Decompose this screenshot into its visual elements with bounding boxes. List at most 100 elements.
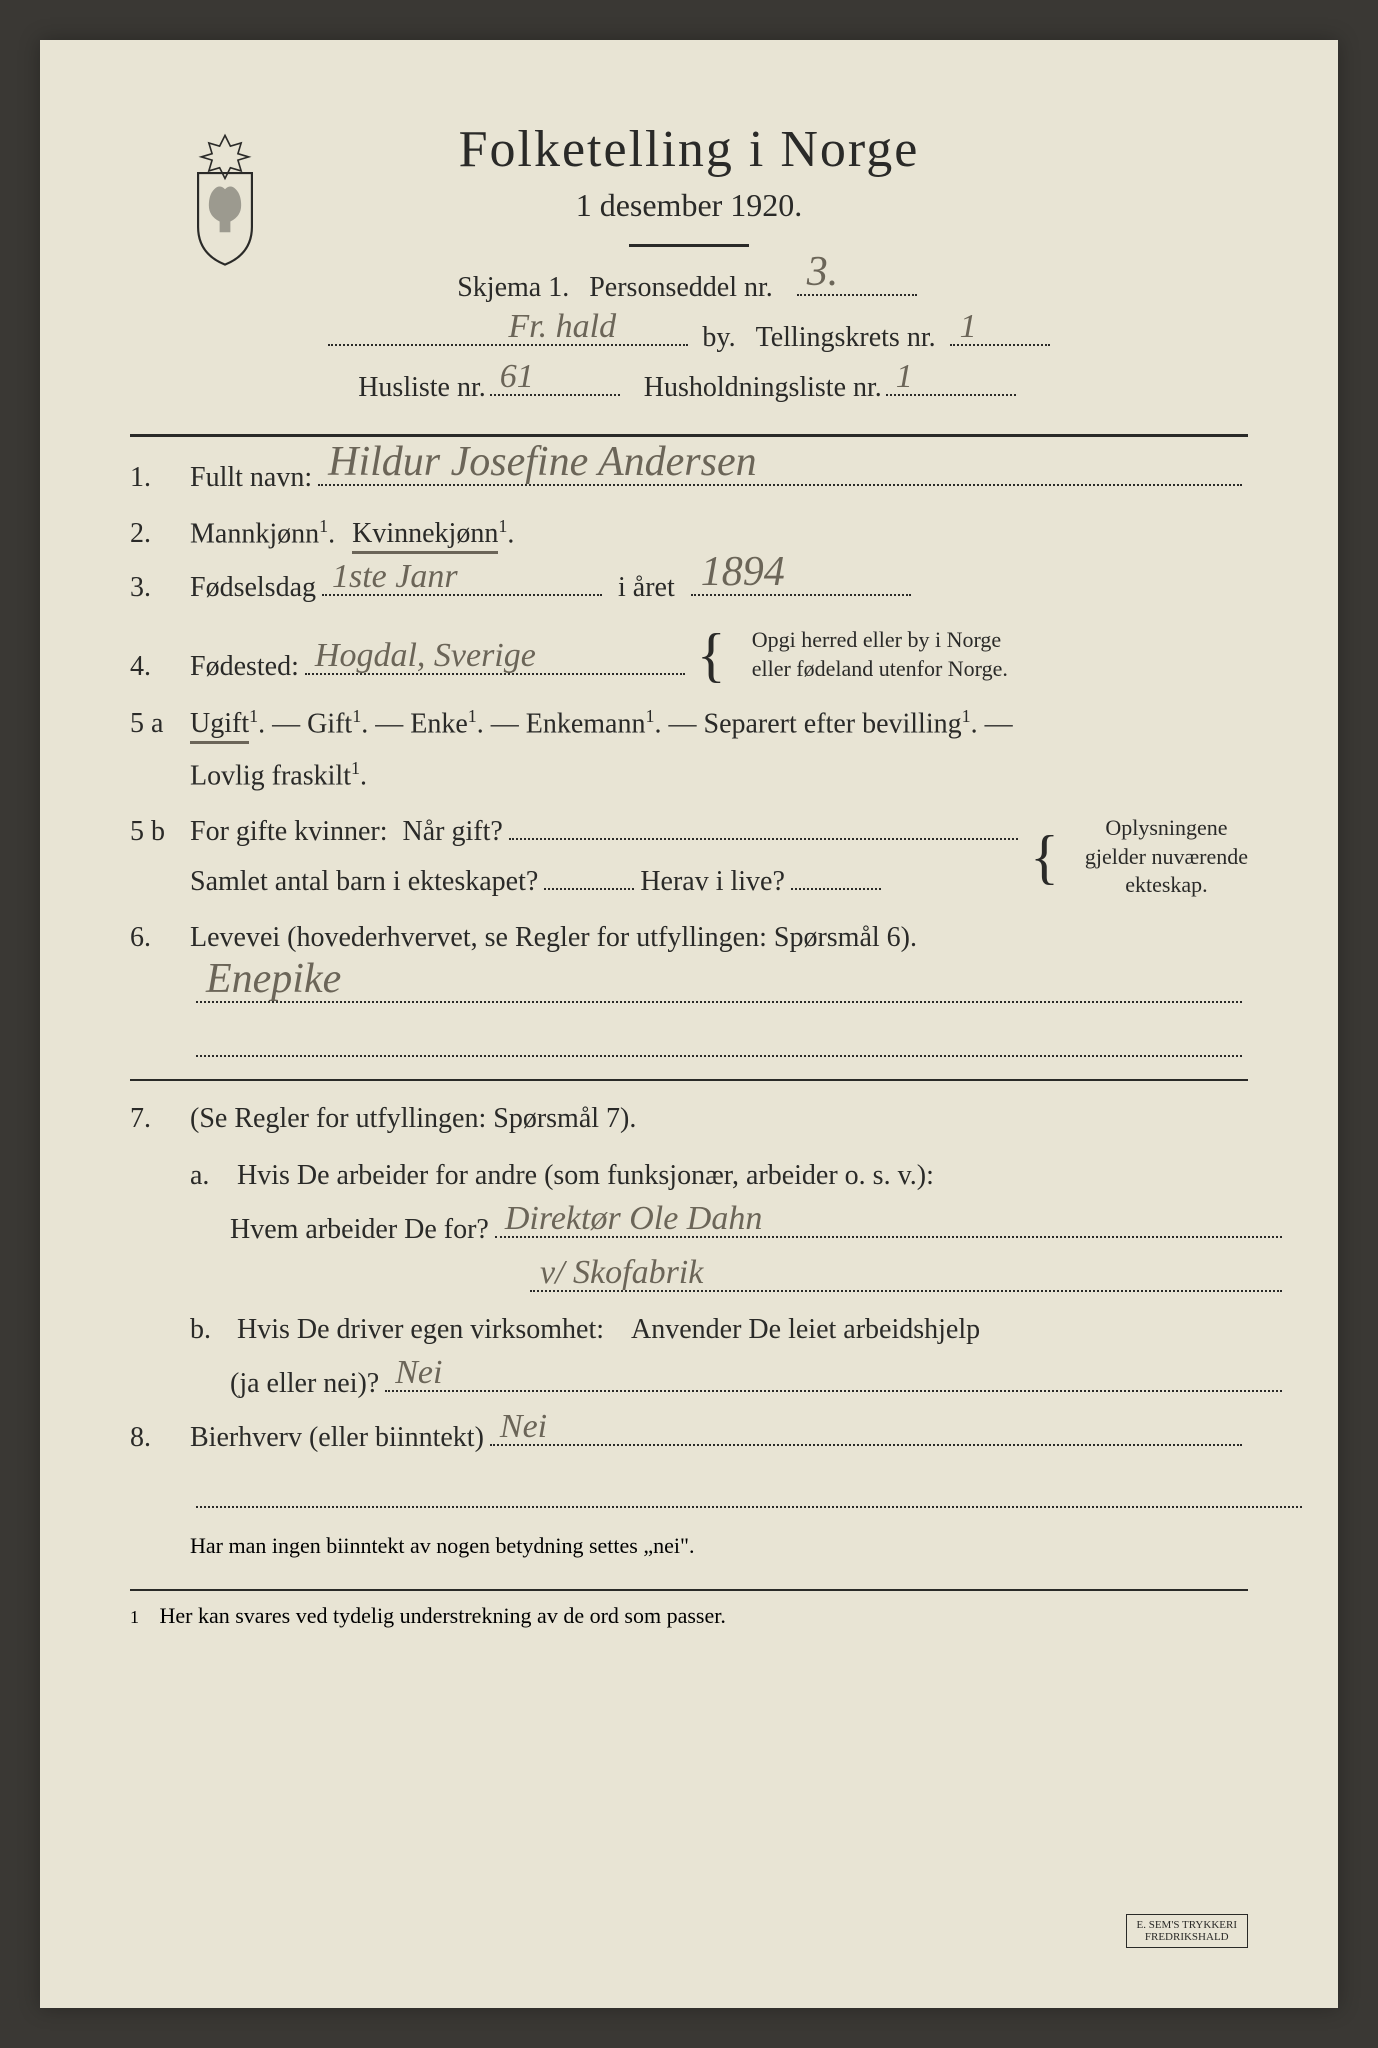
q7b-line1: Hvis De driver egen virksomhet: (237, 1314, 604, 1345)
q5b-label2: Når gift? (403, 816, 503, 848)
q5a-num: 5 a (130, 708, 190, 740)
footnote-num: 1 (130, 1607, 139, 1627)
q8-value: Nei (500, 1408, 547, 1446)
q3-day-field: 1ste Janr (322, 572, 602, 596)
q5b-note3: ekteskap. (1125, 872, 1207, 897)
q2-kvinne: Kvinnekjønn (352, 518, 498, 554)
personseddel-label: Personseddel nr. (589, 272, 773, 304)
q5b-label4: Herav i live? (640, 866, 785, 898)
by-label: by. (702, 322, 735, 354)
q7a-value1: Direktør Ole Dahn (505, 1200, 762, 1238)
personseddel-field: 3. (797, 294, 917, 296)
q7b-field: Nei (385, 1368, 1282, 1392)
by-value: Fr. hald (508, 308, 616, 346)
q6-num: 6. (130, 922, 190, 954)
tellingskrets-label: Tellingskrets nr. (756, 322, 936, 354)
q7a-letter: a. (190, 1160, 230, 1192)
q4-value: Hogdal, Sverige (315, 637, 536, 675)
stamp-line1: E. SEM'S TRYKKERI (1137, 1919, 1238, 1931)
q3-num: 3. (130, 572, 190, 604)
stamp-line2: FREDRIKSHALD (1145, 1931, 1229, 1943)
q2-mann: Mannkjønn (190, 518, 319, 549)
q5b-num: 5 b (130, 816, 190, 848)
by-line: Fr. hald by. Tellingskrets nr. 1 (130, 322, 1248, 354)
q5b-label1: For gifte kvinner: (190, 816, 388, 848)
q4-field: Hogdal, Sverige (305, 651, 685, 675)
q8-field-2 (196, 1484, 1302, 1508)
skjema-label: Skjema 1. (457, 272, 569, 304)
q3-day-value: 1ste Janr (332, 558, 458, 596)
q7b-letter: b. (190, 1314, 230, 1346)
question-8: 8. Bierhverv (eller biinntekt) Nei (130, 1422, 1248, 1454)
skjema-line: Skjema 1. Personseddel nr. 3. (130, 272, 1248, 304)
q1-num: 1. (130, 462, 190, 494)
q1-field: Hildur Josefine Andersen (318, 462, 1242, 486)
q6-value: Enepike (206, 955, 341, 1003)
form-title: Folketelling i Norge (130, 120, 1248, 179)
q8-field: Nei (490, 1422, 1242, 1446)
personseddel-value: 3. (807, 248, 839, 296)
tellingskrets-field: 1 (950, 344, 1050, 346)
header-divider (130, 434, 1248, 437)
husliste-value: 61 (500, 358, 534, 396)
husholdning-field: 1 (886, 394, 1016, 396)
q5b-barn-field (544, 866, 634, 890)
q5a-ugift: Ugift (190, 708, 249, 744)
husholdning-label: Husholdningsliste nr. (644, 372, 882, 404)
q6-label: Levevei (hovederhvervet, se Regler for u… (190, 922, 917, 953)
q2-num: 2. (130, 518, 190, 550)
husliste-line: Husliste nr. 61 Husholdningsliste nr. 1 (130, 372, 1248, 404)
q5b-note1: Oplysningene (1105, 815, 1227, 840)
q1-value: Hildur Josefine Andersen (328, 438, 757, 486)
q7a-field2: v/ Skofabrik (530, 1268, 1282, 1292)
q5a-gift: Gift (307, 708, 352, 739)
printer-stamp: E. SEM'S TRYKKERI FREDRIKSHALD (1126, 1914, 1249, 1948)
q7a-line1: Hvis De arbeider for andre (som funksjon… (237, 1160, 934, 1191)
q8-field-2-row (190, 1484, 1308, 1508)
q6-field: Enepike (196, 979, 1242, 1003)
q5b-live-field (791, 866, 881, 890)
q3-year-label: i året (618, 572, 675, 604)
q4-note-brace: { Opgi herred eller by i Norge eller fød… (691, 626, 1008, 683)
q5a-separert: Separert efter bevilling (704, 708, 962, 739)
q4-num: 4. (130, 651, 190, 683)
husliste-label: Husliste nr. (358, 372, 486, 404)
q6-divider (130, 1079, 1248, 1081)
q5b-note-brace: { Oplysningene gjelder nuværende ekteska… (1024, 814, 1248, 900)
q5b-note2: gjelder nuværende (1085, 844, 1248, 869)
q3-year-field: 1894 (691, 572, 911, 596)
footnote: 1 Her kan svares ved tydelig understrekn… (130, 1589, 1248, 1629)
question-7: 7. (Se Regler for utfyllingen: Spørsmål … (130, 1103, 1248, 1400)
q7a-line2: Hvem arbeider De for? (230, 1214, 489, 1246)
q7-label: (Se Regler for utfyllingen: Spørsmål 7). (190, 1103, 636, 1134)
q7b-line2: Anvender De leiet arbeidshjelp (631, 1314, 980, 1345)
tellingskrets-value: 1 (960, 308, 977, 346)
q5a-enkemann: Enkemann (526, 708, 646, 739)
q1-label: Fullt navn: (190, 462, 312, 494)
census-form-page: Folketelling i Norge 1 desember 1920. Sk… (40, 40, 1338, 2008)
question-5b: 5 b For gifte kvinner: Når gift? Samlet … (130, 814, 1248, 900)
question-3: 3. Fødselsdag 1ste Janr i året 1894 (130, 572, 1248, 604)
question-6: 6. Levevei (hovederhvervet, se Regler fo… (130, 922, 1248, 1057)
by-field: Fr. hald (328, 344, 688, 346)
q7a-field1: Direktør Ole Dahn (495, 1214, 1282, 1238)
q6-field-2 (196, 1033, 1242, 1057)
q5b-gift-field (509, 816, 1018, 840)
q4-note1: Opgi herred eller by i Norge (752, 627, 1001, 652)
q7a-value2: v/ Skofabrik (540, 1254, 703, 1292)
q7-num: 7. (130, 1103, 190, 1135)
coat-of-arms-icon (170, 130, 280, 270)
q7b-value: Nei (395, 1354, 442, 1392)
q4-note2: eller fødeland utenfor Norge. (752, 656, 1008, 681)
question-1: 1. Fullt navn: Hildur Josefine Andersen (130, 462, 1248, 494)
title-divider (629, 244, 749, 247)
q7b-line3: (ja eller nei)? (230, 1368, 379, 1400)
q5a-enke: Enke (410, 708, 468, 739)
q3-year-value: 1894 (701, 548, 785, 596)
q5b-label3: Samlet antal barn i ekteskapet? (190, 866, 538, 898)
question-4: 4. Fødested: Hogdal, Sverige { Opgi herr… (130, 626, 1248, 683)
husliste-field: 61 (490, 394, 620, 396)
footer-note: Har man ingen biinntekt av nogen betydni… (190, 1533, 1248, 1559)
form-subtitle: 1 desember 1920. (130, 187, 1248, 224)
q4-label: Fødested: (190, 651, 299, 683)
